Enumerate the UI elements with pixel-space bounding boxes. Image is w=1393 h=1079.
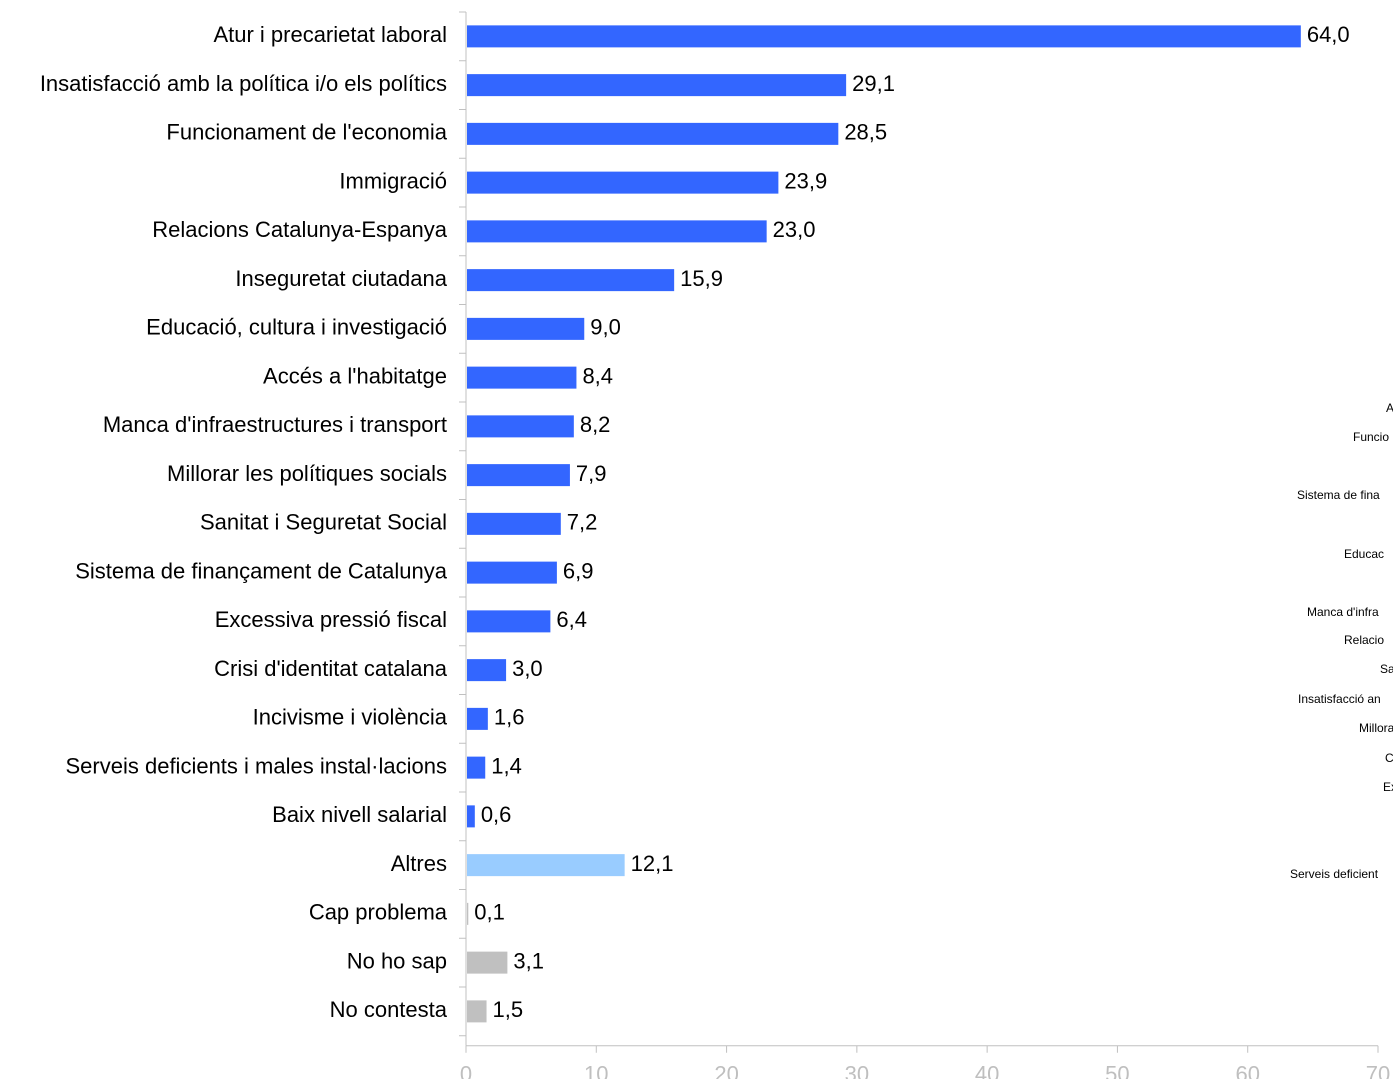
category-label: No contesta <box>330 997 448 1022</box>
value-label: 7,2 <box>567 510 598 535</box>
bar <box>467 415 574 438</box>
labels: Atur i precarietat laboral 64,0 Insatisfac… <box>40 22 1390 1079</box>
value-label: 1,5 <box>493 997 524 1022</box>
x-tick-label: 30 <box>845 1062 869 1079</box>
category-label: Atur i precarietat laboral <box>213 22 447 47</box>
category-label: Crisi d'identitat catalana <box>214 656 448 681</box>
bar <box>467 74 847 97</box>
ghost-label: Funcio <box>1353 430 1389 444</box>
bar <box>467 854 625 877</box>
category-label: Altres <box>391 851 447 876</box>
value-label: 12,1 <box>631 851 674 876</box>
ghost-label: Millora <box>1359 721 1393 735</box>
value-label: 8,4 <box>582 363 613 388</box>
value-label: 3,1 <box>513 948 544 973</box>
ghost-label: Serveis deficient <box>1290 867 1379 881</box>
category-label: No ho sap <box>347 948 447 973</box>
bar <box>467 122 839 145</box>
background-ghost-labels: A Funcio Sistema de fina Educac Manca d'infr… <box>1290 401 1393 881</box>
x-tick-label: 50 <box>1105 1062 1129 1079</box>
bar <box>467 317 585 340</box>
value-label: 9,0 <box>590 315 621 340</box>
value-label: 7,9 <box>576 461 607 486</box>
bar <box>467 756 486 779</box>
ghost-label: C <box>1385 751 1393 765</box>
x-tick-label: 10 <box>584 1062 608 1079</box>
value-label: 64,0 <box>1307 22 1350 47</box>
category-label: Manca d'infraestructures i transport <box>103 412 447 437</box>
x-tick-label: 20 <box>714 1062 738 1079</box>
bars <box>467 25 1301 1023</box>
value-label: 28,5 <box>844 120 887 145</box>
ghost-label: Sistema de fina <box>1297 488 1380 502</box>
value-label: 1,6 <box>494 705 525 730</box>
bar <box>467 220 767 243</box>
value-label: 15,9 <box>680 266 723 291</box>
bar <box>467 269 675 292</box>
bar <box>467 366 577 389</box>
category-label: Cap problema <box>309 900 448 925</box>
value-label: 23,0 <box>773 217 816 242</box>
x-tick-label: 70 <box>1366 1062 1390 1079</box>
value-label: 23,9 <box>784 168 827 193</box>
bar <box>467 902 469 925</box>
bar <box>467 561 557 584</box>
bar <box>467 1000 487 1023</box>
category-label: Excessiva pressió fiscal <box>215 607 447 632</box>
ghost-label: A <box>1386 401 1393 415</box>
category-label: Accés a l'habitatge <box>263 363 447 388</box>
category-label: Incivisme i violència <box>253 705 448 730</box>
x-tick-label: 40 <box>975 1062 999 1079</box>
bar <box>467 171 779 194</box>
value-label: 3,0 <box>512 656 543 681</box>
x-tick-label: 0 <box>460 1062 472 1079</box>
category-label: Serveis deficients i males instal·lacion… <box>66 753 448 778</box>
axes <box>459 11 1379 1053</box>
bar <box>467 951 508 974</box>
category-label: Relacions Catalunya-Espanya <box>152 217 447 242</box>
value-label: 6,4 <box>556 607 587 632</box>
category-label: Sistema de finançament de Catalunya <box>75 558 448 583</box>
category-label: Educació, cultura i investigació <box>146 315 447 340</box>
ghost-label: Insatisfacció an <box>1298 692 1381 706</box>
value-label: 6,9 <box>563 558 594 583</box>
category-label: Insatisfacció amb la política i/o els po… <box>40 71 447 96</box>
value-label: 0,1 <box>474 900 505 925</box>
category-label: Baix nivell salarial <box>272 802 447 827</box>
bar <box>467 805 475 828</box>
category-label: Funcionament de l'economia <box>166 120 447 145</box>
bar <box>467 659 507 682</box>
ghost-label: Educac <box>1344 547 1384 561</box>
value-label: 29,1 <box>852 71 895 96</box>
bar <box>467 25 1301 48</box>
category-label: Immigració <box>339 168 447 193</box>
ghost-label: Relacio <box>1344 633 1384 647</box>
value-label: 1,4 <box>491 753 522 778</box>
value-label: 0,6 <box>481 802 512 827</box>
ghost-label: Ex <box>1383 780 1393 794</box>
bar <box>467 512 561 535</box>
ghost-label: Manca d'infra <box>1307 605 1379 619</box>
category-label: Sanitat i Seguretat Social <box>200 510 447 535</box>
x-tick-label: 60 <box>1235 1062 1259 1079</box>
value-label: 8,2 <box>580 412 611 437</box>
ghost-label: Sa <box>1380 662 1393 676</box>
bar <box>467 610 551 633</box>
bar <box>467 707 488 730</box>
category-label: Millorar les polítiques socials <box>167 461 447 486</box>
bar <box>467 464 570 487</box>
category-label: Inseguretat ciutadana <box>235 266 447 291</box>
